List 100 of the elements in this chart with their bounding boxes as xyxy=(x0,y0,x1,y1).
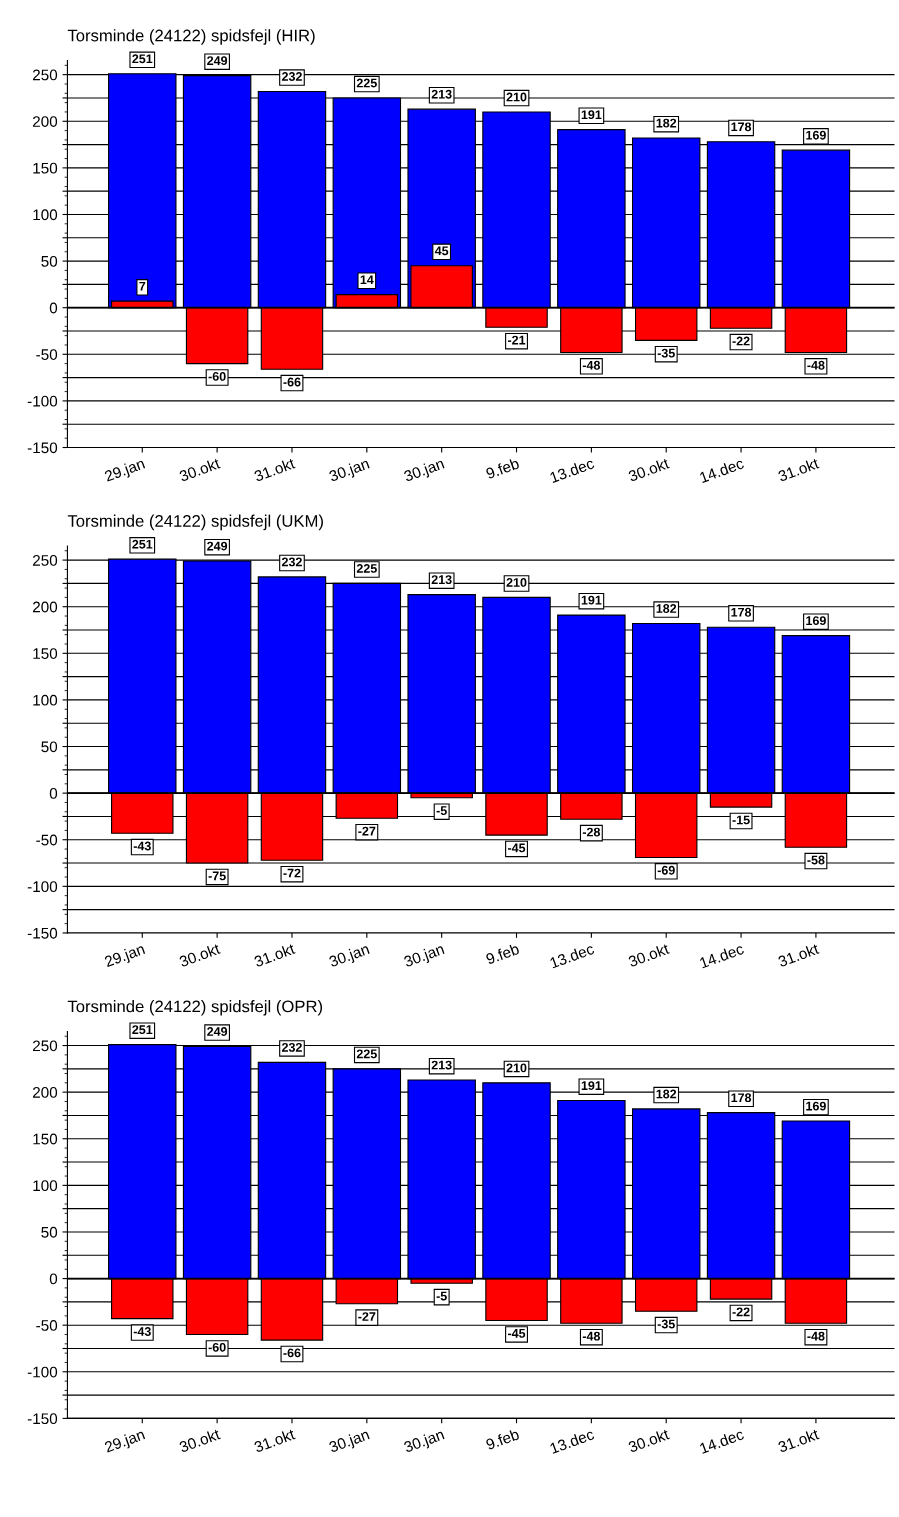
data-label: -66 xyxy=(283,1348,301,1358)
data-label: 178 xyxy=(731,122,752,132)
data-label: 191 xyxy=(581,1081,602,1090)
data-label: 249 xyxy=(207,1027,228,1036)
data-label: 191 xyxy=(581,595,602,605)
data-label: 249 xyxy=(207,56,228,66)
y-tick-label: 200 xyxy=(32,116,58,127)
data-label: 210 xyxy=(506,1063,527,1073)
data-label: -27 xyxy=(358,1312,376,1321)
data-label: 45 xyxy=(434,246,449,256)
x-tick-label: 30.okt xyxy=(178,1428,221,1453)
y-tick-label: 0 xyxy=(49,1273,58,1285)
x-tick-label: 14.dec xyxy=(699,942,745,969)
data-label: -21 xyxy=(507,335,526,345)
data-label: 182 xyxy=(656,118,677,128)
x-tick-label: 30.jan xyxy=(403,943,446,971)
y-tick-label: 250 xyxy=(32,1040,58,1052)
data-label: -58 xyxy=(807,855,825,865)
data-label: -66 xyxy=(283,377,301,387)
x-tick-label: 29.jan xyxy=(103,1428,147,1456)
data-label: -48 xyxy=(582,360,601,370)
y-tick-label: 0 xyxy=(49,302,58,314)
data-label: 225 xyxy=(356,78,377,88)
y-tick-label: -100 xyxy=(27,881,58,893)
x-tick-label: 9.feb xyxy=(485,1428,520,1451)
x-tick-label: 13.dec xyxy=(549,457,595,484)
data-label: 178 xyxy=(731,607,752,617)
y-tick-label: 200 xyxy=(32,1087,58,1098)
x-tick-label: 29.jan xyxy=(103,457,147,485)
data-label: -48 xyxy=(582,1331,601,1341)
data-label: 210 xyxy=(506,92,527,102)
y-tick-label: -100 xyxy=(27,1366,58,1378)
data-label: 232 xyxy=(281,72,302,81)
data-label: -22 xyxy=(732,1307,750,1317)
data-label: -27 xyxy=(358,826,376,836)
data-label: -35 xyxy=(657,348,675,358)
data-label: -28 xyxy=(582,827,601,837)
x-tick-label: 14.dec xyxy=(699,1428,745,1454)
data-label: 232 xyxy=(281,1042,302,1052)
x-tick-label: 30.jan xyxy=(328,1428,371,1456)
data-label: 169 xyxy=(806,1101,826,1111)
data-label: 249 xyxy=(207,541,228,551)
data-label: -75 xyxy=(208,871,226,881)
data-label: 191 xyxy=(581,110,602,120)
x-tick-label: 30.jan xyxy=(328,457,371,485)
x-tick-label: 30.okt xyxy=(178,457,221,482)
y-tick-label: 150 xyxy=(33,648,58,659)
x-tick-label: 14.dec xyxy=(699,457,745,484)
chart-title: Torsminde (24122) spidsfejl (HIR) xyxy=(67,29,315,45)
data-label: -72 xyxy=(283,868,301,878)
data-label: 251 xyxy=(132,539,153,549)
data-label: -22 xyxy=(732,336,750,346)
y-tick-label: 250 xyxy=(32,69,58,81)
y-tick-label: -150 xyxy=(27,1413,58,1425)
x-tick-label: 9.feb xyxy=(485,457,520,480)
x-tick-label: 30.okt xyxy=(627,457,670,482)
x-tick-label: 31.okt xyxy=(253,457,296,482)
x-tick-label: 13.dec xyxy=(549,1428,595,1454)
data-label: 210 xyxy=(506,578,527,587)
data-label: -43 xyxy=(133,841,151,851)
data-label: 14 xyxy=(360,275,374,284)
x-tick-label: 29.jan xyxy=(103,943,147,971)
x-tick-label: 30.jan xyxy=(328,943,371,971)
y-tick-label: 250 xyxy=(32,554,58,566)
data-label: -45 xyxy=(507,1329,526,1338)
x-tick-label: 31.okt xyxy=(253,1428,296,1453)
x-tick-label: 31.okt xyxy=(777,942,820,968)
y-tick-label: -150 xyxy=(27,927,58,939)
data-label: 169 xyxy=(806,616,826,626)
y-tick-label: 150 xyxy=(33,162,58,174)
y-tick-label: 50 xyxy=(41,741,58,753)
x-tick-label: 30.okt xyxy=(627,942,670,968)
x-tick-label: 13.dec xyxy=(549,942,595,969)
chart-title: Torsminde (24122) spidsfejl (OPR) xyxy=(67,1000,323,1016)
data-label: 251 xyxy=(132,1025,153,1035)
data-label: -48 xyxy=(807,1331,825,1341)
data-label: -43 xyxy=(133,1327,151,1336)
x-tick-label: 30.jan xyxy=(403,457,446,485)
x-tick-label: 31.okt xyxy=(253,942,296,968)
x-tick-label: 30.jan xyxy=(403,1428,446,1456)
y-tick-label: -100 xyxy=(27,395,58,407)
y-tick-label: 100 xyxy=(33,209,58,221)
data-label: 178 xyxy=(731,1093,752,1103)
y-tick-label: 150 xyxy=(33,1133,58,1145)
data-label: -60 xyxy=(208,1342,226,1352)
y-tick-label: 50 xyxy=(41,1226,58,1238)
data-label: 169 xyxy=(806,130,826,140)
data-label: 182 xyxy=(656,604,677,613)
y-tick-label: 100 xyxy=(33,1180,58,1192)
y-tick-label: -150 xyxy=(27,442,58,454)
data-label: -69 xyxy=(657,865,675,875)
y-tick-label: 100 xyxy=(33,694,58,706)
data-label: -60 xyxy=(208,372,226,381)
y-tick-label: -50 xyxy=(36,1320,58,1331)
y-tick-label: 0 xyxy=(49,788,58,799)
y-tick-label: 50 xyxy=(41,255,58,267)
data-label: 213 xyxy=(431,89,452,99)
data-label: 213 xyxy=(431,575,452,585)
data-label: 232 xyxy=(281,557,302,567)
x-tick-label: 30.okt xyxy=(627,1428,670,1453)
